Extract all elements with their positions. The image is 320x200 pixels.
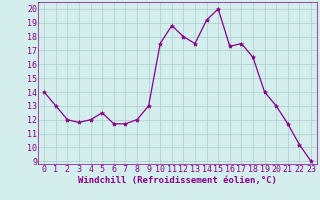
X-axis label: Windchill (Refroidissement éolien,°C): Windchill (Refroidissement éolien,°C)	[78, 176, 277, 185]
